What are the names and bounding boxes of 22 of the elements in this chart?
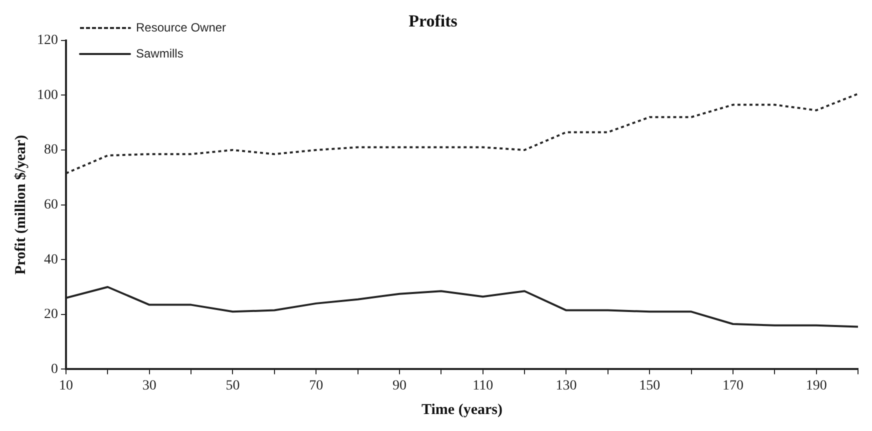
legend-label: Sawmills bbox=[136, 46, 184, 60]
y-axis-title: Profit (million $/year) bbox=[12, 134, 29, 275]
y-tick-label: 20 bbox=[44, 307, 58, 322]
y-tick-label: 80 bbox=[44, 142, 58, 158]
x-tick-label: 110 bbox=[472, 378, 494, 394]
x-tick-label: 10 bbox=[59, 378, 73, 394]
x-tick-label: 150 bbox=[639, 378, 660, 394]
x-tick-label: 90 bbox=[392, 378, 406, 394]
y-tick-label: 0 bbox=[51, 362, 58, 377]
x-tick-label: 130 bbox=[556, 378, 577, 394]
y-tick-label: 60 bbox=[44, 197, 58, 212]
x-tick-label: 70 bbox=[309, 378, 324, 394]
y-tick-label: 100 bbox=[37, 88, 58, 103]
y-tick-label: 40 bbox=[44, 252, 58, 268]
x-tick-label: 30 bbox=[142, 378, 156, 394]
chart-title: Profits bbox=[408, 12, 458, 31]
legend-label: Resource Owner bbox=[136, 20, 226, 34]
x-tick-label: 50 bbox=[226, 378, 240, 394]
x-axis-title: Time (years) bbox=[422, 402, 502, 418]
y-tick-label: 120 bbox=[37, 33, 58, 48]
x-tick-label: 190 bbox=[806, 378, 827, 394]
x-tick-label: 170 bbox=[722, 378, 744, 394]
